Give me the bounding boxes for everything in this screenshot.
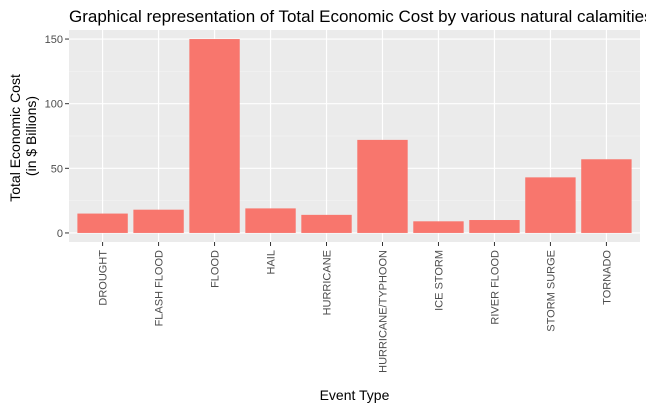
- x-tick-label: TORNADO: [601, 250, 613, 305]
- bar-flash-flood: [133, 209, 184, 233]
- x-tick-label: HURRICANE/TYPHOON: [377, 250, 389, 373]
- bar-river-flood: [469, 220, 520, 233]
- chart-title: Graphical representation of Total Econom…: [69, 7, 646, 26]
- x-tick-label: HURRICANE: [322, 250, 334, 315]
- x-tick-label: RIVER FLOOD: [489, 250, 501, 325]
- y-axis-title-line-2: (in $ Billions): [23, 96, 39, 176]
- bar-tornado: [581, 159, 632, 233]
- bar-flood: [189, 39, 240, 233]
- x-tick-label: DROUGHT: [98, 250, 110, 306]
- x-tick-label: FLASH FLOOD: [154, 250, 166, 326]
- bars: [77, 39, 632, 233]
- x-tick-label: STORM SURGE: [545, 250, 557, 332]
- bar-hurricane-typhoon: [357, 139, 408, 233]
- y-tick-label: 150: [45, 34, 63, 46]
- y-axis-title-line-1: Total Economic Cost: [7, 74, 23, 202]
- y-tick-label: 50: [51, 163, 63, 175]
- y-axis: 0 50 100 150: [45, 34, 69, 240]
- y-tick-label: 0: [57, 228, 63, 240]
- x-tick-label: ICE STORM: [433, 250, 445, 311]
- x-tick-label: HAIL: [266, 250, 278, 274]
- bar-ice-storm: [413, 221, 464, 233]
- bar-hail: [245, 208, 296, 233]
- bar-storm-surge: [525, 177, 576, 233]
- bar-drought: [77, 213, 128, 233]
- bar-hurricane: [301, 214, 352, 233]
- x-axis-title: Event Type: [320, 387, 390, 403]
- y-tick-label: 100: [45, 99, 63, 111]
- x-axis: DROUGHT FLASH FLOOD FLOOD HAIL HURRICANE HURR…: [98, 242, 613, 373]
- x-tick-label: FLOOD: [210, 250, 222, 288]
- y-axis-title: Total Economic Cost (in $ Billions): [7, 70, 39, 202]
